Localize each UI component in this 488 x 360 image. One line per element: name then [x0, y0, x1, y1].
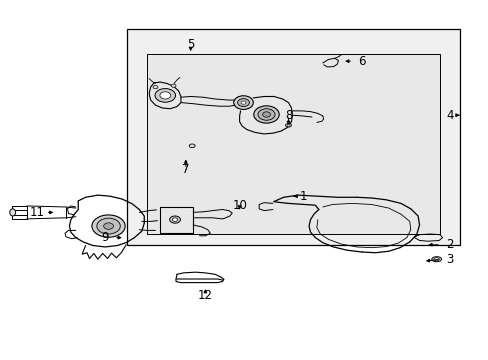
Text: 1: 1 [299, 190, 306, 203]
Text: 9: 9 [101, 231, 109, 244]
Ellipse shape [189, 144, 195, 148]
Ellipse shape [433, 258, 439, 261]
Text: 7: 7 [182, 163, 189, 176]
Ellipse shape [160, 92, 170, 99]
Text: 6: 6 [357, 55, 365, 68]
Ellipse shape [97, 218, 120, 234]
Ellipse shape [262, 112, 270, 117]
Ellipse shape [237, 99, 249, 107]
Text: 8: 8 [284, 109, 292, 122]
Ellipse shape [285, 123, 291, 127]
Ellipse shape [233, 96, 253, 109]
Text: 12: 12 [198, 289, 212, 302]
Bar [127, 29, 459, 245]
Ellipse shape [241, 101, 245, 104]
Ellipse shape [103, 223, 113, 229]
Ellipse shape [10, 209, 16, 216]
Ellipse shape [172, 218, 178, 221]
Ellipse shape [169, 216, 180, 223]
Text: 3: 3 [445, 253, 453, 266]
Ellipse shape [258, 109, 274, 120]
Ellipse shape [153, 85, 158, 89]
Text: 4: 4 [445, 109, 453, 122]
Ellipse shape [171, 84, 176, 87]
Text: 11: 11 [29, 206, 44, 219]
Ellipse shape [155, 89, 175, 102]
Bar [146, 54, 439, 234]
Ellipse shape [253, 106, 279, 123]
Ellipse shape [92, 215, 125, 237]
Text: 10: 10 [232, 199, 246, 212]
Ellipse shape [286, 124, 289, 126]
Text: 2: 2 [445, 238, 453, 251]
Text: 5: 5 [186, 39, 194, 51]
Ellipse shape [431, 257, 441, 262]
